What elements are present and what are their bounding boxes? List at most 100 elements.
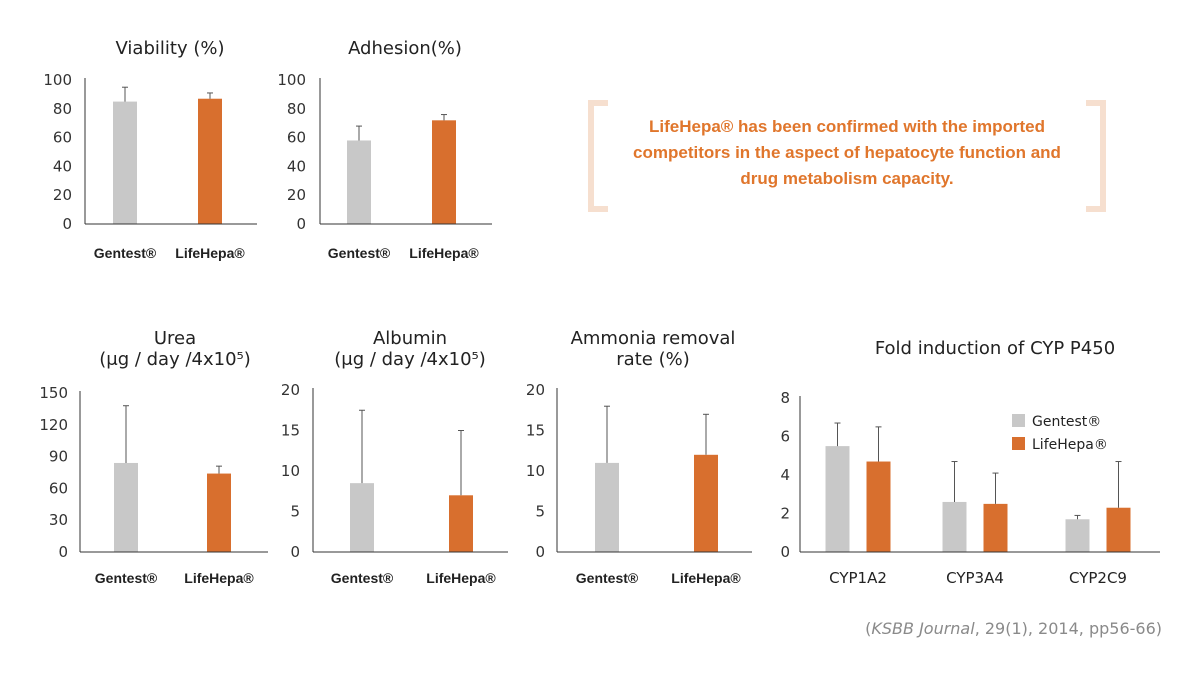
conclusion-callout: LifeHepa® has been confirmed with the im…: [588, 100, 1106, 212]
chart-svg-cyp: 0 2 4 6 8 CYP1A2 CYP3A4 CYP2C9 Gentest® LifeHepa®: [780, 389, 1160, 587]
bar-gentest: [347, 140, 371, 224]
y-tick-label: 100: [277, 71, 306, 89]
bar-gentest: [942, 501, 967, 552]
bar-gentest: [113, 101, 137, 224]
x-category-label: LifeHepa®: [671, 570, 741, 586]
y-tick-label: 0: [535, 543, 545, 561]
y-tick-label: 80: [287, 100, 306, 118]
chart-cyp: Fold induction of CYP P450 0 2 4 6 8 CYP1A2 CY…: [780, 338, 1160, 587]
chart-svg-ammonia: 0 5 10 15 20 Gentest® LifeHepa®: [526, 381, 752, 586]
x-category-label: CYP2C9: [1069, 569, 1127, 587]
x-category-label: Gentest®: [328, 245, 391, 261]
y-tick-label: 20: [281, 381, 300, 399]
x-category-label: Gentest®: [95, 570, 158, 586]
x-category-label: CYP1A2: [829, 569, 887, 587]
x-category-label: LifeHepa®: [426, 570, 496, 586]
x-category-label: LifeHepa®: [184, 570, 254, 586]
y-tick-label: 120: [39, 416, 68, 434]
x-category-label: LifeHepa®: [409, 245, 479, 261]
bar-lifehepa: [207, 473, 231, 552]
callout-text: LifeHepa® has been confirmed with the im…: [618, 114, 1076, 192]
chart-title-line: Ammonia removal: [570, 328, 736, 349]
bar-lifehepa: [983, 503, 1008, 552]
x-category-label: CYP3A4: [946, 569, 1004, 587]
bar-lifehepa: [432, 120, 456, 224]
chart-title-ammonia: Ammonia removal rate (%): [553, 328, 753, 370]
callout-line: drug metabolism capacity.: [740, 169, 954, 188]
y-tick-label: 0: [296, 215, 306, 233]
chart-ammonia: Ammonia removal rate (%) 0 5 10 15 20 Gentest…: [526, 328, 753, 586]
chart-title-urea: Urea (μg / day /4x10⁵): [75, 328, 275, 370]
x-category-label: Gentest®: [94, 245, 157, 261]
y-tick-label: 60: [287, 129, 306, 147]
y-tick-label: 60: [53, 129, 72, 147]
y-tick-label: 60: [49, 479, 68, 497]
legend-label: Gentest®: [1032, 414, 1101, 430]
y-tick-label: 30: [49, 511, 68, 529]
callout-line: LifeHepa® has been confirmed with the im…: [648, 117, 1046, 136]
chart-title-line: (μg / day /4x10⁵): [99, 349, 251, 370]
chart-svg-adhesion: 0 20 40 60 80 100 Gentest® LifeHepa®: [277, 71, 492, 261]
y-tick-label: 4: [780, 466, 790, 484]
legend-swatch-gentest: [1012, 414, 1025, 427]
y-tick-label: 5: [290, 503, 300, 521]
y-tick-label: 100: [43, 71, 72, 89]
bar-gentest: [114, 462, 138, 552]
chart-svg-viability: 0 20 40 60 80 100 Gentest® LifeHepa®: [43, 71, 257, 261]
x-category-label: Gentest®: [576, 570, 639, 586]
y-tick-label: 0: [62, 215, 72, 233]
bar-lifehepa: [866, 461, 891, 552]
bar-gentest: [350, 483, 374, 552]
y-tick-label: 15: [281, 422, 300, 440]
chart-svg-albumin: 0 5 10 15 20 Gentest® LifeHepa®: [281, 381, 508, 586]
chart-adhesion: Adhesion(%) 0 20 40 60 80 100 Gentest® LifeHepa…: [0, 0, 520, 290]
chart-title-line: Viability (%): [115, 38, 225, 59]
y-tick-label: 0: [58, 543, 68, 561]
source-open: (: [865, 619, 872, 638]
chart-urea: Urea (μg / day /4x10⁵) 0 30 60 90 120 150 Gent…: [0, 0, 290, 600]
bar-lifehepa: [694, 454, 718, 552]
legend-swatch-lifehepa: [1012, 437, 1025, 450]
y-tick-label: 20: [53, 186, 72, 204]
y-tick-label: 8: [780, 389, 790, 407]
y-tick-label: 80: [53, 100, 72, 118]
y-tick-label: 10: [281, 462, 300, 480]
y-tick-label: 90: [49, 448, 68, 466]
bar-gentest: [825, 446, 850, 552]
legend-label: LifeHepa®: [1032, 437, 1108, 453]
bar-lifehepa: [449, 495, 473, 552]
source-journal: KSBB Journal: [871, 619, 975, 638]
y-tick-label: 15: [526, 422, 545, 440]
chart-title-line: Adhesion(%): [348, 38, 462, 59]
y-tick-label: 20: [287, 186, 306, 204]
y-tick-label: 40: [53, 157, 72, 175]
chart-title-line: Urea: [153, 328, 197, 349]
callout-line: competitors in the aspect of hepatocyte …: [633, 143, 1061, 162]
chart-svg-urea: 0 30 60 90 120 150 Gentest® LifeHepa®: [39, 384, 268, 586]
y-tick-label: 0: [780, 543, 790, 561]
bar-lifehepa: [198, 98, 222, 224]
right-bracket: [1086, 100, 1106, 212]
chart-title-line: Albumin: [372, 328, 448, 349]
bar-gentest: [1065, 519, 1090, 552]
chart-viability: Viability (%) 0 20 40 60 80 100 Gentest® LifeHe…: [0, 0, 280, 290]
chart-title-albumin: Albumin (μg / day /4x10⁵): [310, 328, 510, 370]
x-category-label: Gentest®: [331, 570, 394, 586]
y-tick-label: 0: [290, 543, 300, 561]
y-tick-label: 40: [287, 157, 306, 175]
x-category-label: LifeHepa®: [175, 245, 245, 261]
y-tick-label: 5: [535, 503, 545, 521]
y-tick-label: 10: [526, 462, 545, 480]
chart-albumin: Albumin (μg / day /4x10⁵) 0 5 10 15 20 Gentes…: [0, 0, 530, 600]
chart-title-line: rate (%): [616, 349, 690, 370]
y-tick-label: 2: [780, 505, 790, 523]
y-tick-label: 20: [526, 381, 545, 399]
left-bracket: [588, 100, 608, 212]
bar-lifehepa: [1106, 507, 1131, 552]
bar-gentest: [595, 462, 619, 552]
y-tick-label: 150: [39, 384, 68, 402]
chart-title-cyp: Fold induction of CYP P450: [855, 338, 1135, 359]
chart-title-viability: Viability (%): [85, 38, 255, 59]
source-citation: (KSBB Journal, 29(1), 2014, pp56-66): [865, 619, 1162, 638]
chart-title-line: (μg / day /4x10⁵): [334, 349, 486, 370]
